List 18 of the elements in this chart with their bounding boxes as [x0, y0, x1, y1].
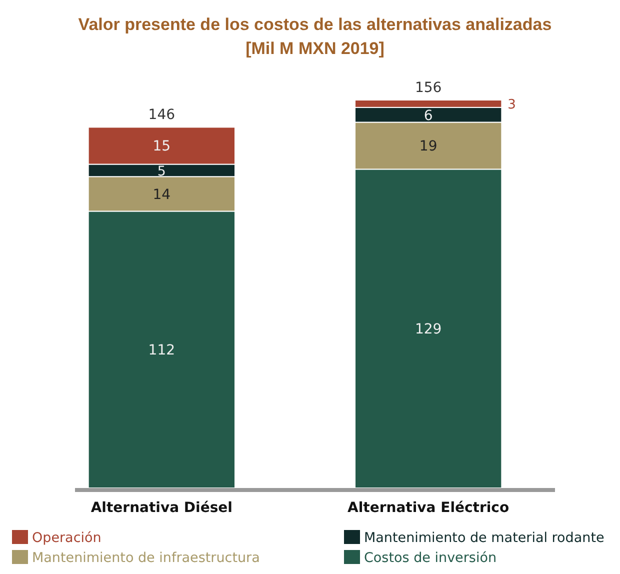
data-label: 129 [414, 322, 442, 338]
legend-label: Mantenimiento de infraestructura [32, 550, 260, 566]
legend-label: Operación [32, 530, 102, 546]
legend-label: Mantenimiento de material rodante [364, 530, 604, 546]
chart-subtitle: [Mil M MXN 2019] [246, 39, 384, 58]
data-label: 5 [157, 164, 166, 180]
data-label: 3 [508, 98, 516, 113]
text: Costos de inversión [364, 550, 497, 566]
total-label: 156 [414, 80, 442, 96]
data-label: 6 [424, 108, 433, 124]
x-tick-label: Alternativa Eléctrico [348, 500, 510, 516]
data-label: 19 [419, 138, 438, 155]
x-tick-label: Alternativa Diésel [90, 500, 232, 516]
chart-title: Valor presente de los costos de las alternativas analizadas [78, 15, 552, 34]
data-label: 14 [152, 186, 171, 203]
total-label: 146 [148, 107, 176, 124]
data-label: 112 [148, 342, 176, 359]
data-label: 15 [152, 138, 171, 155]
